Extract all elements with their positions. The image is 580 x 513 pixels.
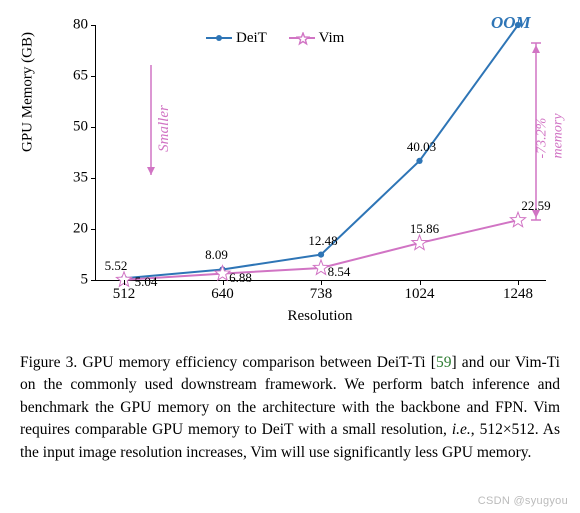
data-label: 5.04 <box>135 274 158 290</box>
data-label: 40.03 <box>407 139 436 155</box>
legend-marker-vim <box>296 32 310 46</box>
figure-caption: Figure 3. GPU memory efficiency comparis… <box>20 352 560 464</box>
caption-text-1: Figure 3. GPU memory efficiency comparis… <box>20 354 436 371</box>
data-label: 22.59 <box>521 198 550 214</box>
y-axis-label: GPU Memory (GB) <box>20 32 37 152</box>
caption-ie: i.e. <box>452 421 471 438</box>
gpu-memory-chart: GPU Memory (GB) DeiT Vim <box>20 10 560 330</box>
watermark: CSDN @syugyou <box>478 495 568 507</box>
data-label: 8.09 <box>205 247 228 263</box>
data-label: 6.88 <box>229 270 252 286</box>
page: GPU Memory (GB) DeiT Vim <box>0 0 580 513</box>
legend-line-vim <box>289 37 315 39</box>
legend-item-deit: DeiT <box>206 30 267 47</box>
legend-label-vim: Vim <box>319 30 345 47</box>
legend: DeiT Vim <box>206 27 362 47</box>
annotation-smaller: Smaller <box>156 105 173 152</box>
legend-item-vim: Vim <box>289 30 345 47</box>
data-label: 15.86 <box>410 221 439 237</box>
annotation-oom: OOM <box>491 13 531 33</box>
legend-line-deit <box>206 37 232 39</box>
data-label: 12.48 <box>308 233 337 249</box>
data-label: 5.52 <box>105 258 128 274</box>
data-label: 8.54 <box>328 264 351 280</box>
citation-link[interactable]: 59 <box>436 354 452 371</box>
annotation-memory: -73.2% memory <box>535 113 567 158</box>
legend-marker-deit <box>216 35 222 41</box>
x-axis-label: Resolution <box>287 308 352 325</box>
legend-label-deit: DeiT <box>236 30 267 47</box>
plot-area: DeiT Vim OOM Smaller -73.2% memory 52035… <box>95 25 546 281</box>
